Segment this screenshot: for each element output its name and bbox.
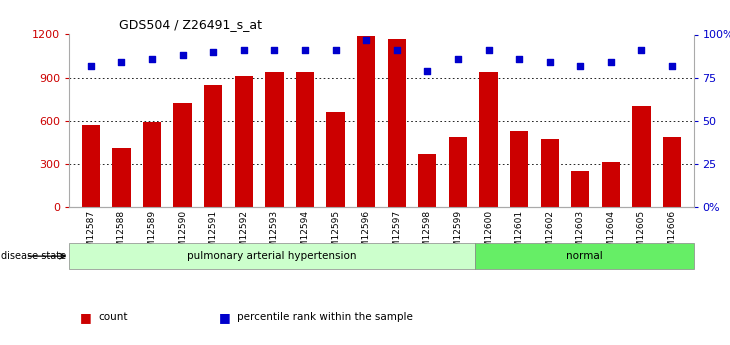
Point xyxy=(207,49,219,55)
Point xyxy=(666,63,678,68)
Point xyxy=(177,52,188,58)
Point xyxy=(452,56,464,61)
Bar xyxy=(571,171,590,207)
Point xyxy=(605,59,617,65)
Point xyxy=(361,37,372,42)
Text: percentile rank within the sample: percentile rank within the sample xyxy=(237,313,413,322)
Point xyxy=(299,47,311,53)
Point xyxy=(636,47,648,53)
Bar xyxy=(602,162,620,207)
Bar xyxy=(265,72,283,207)
Bar xyxy=(143,122,161,207)
Text: ■: ■ xyxy=(219,311,231,324)
Bar xyxy=(480,72,498,207)
Bar xyxy=(418,154,437,207)
Bar xyxy=(112,148,131,207)
Point xyxy=(146,56,158,61)
Bar xyxy=(663,137,681,207)
Text: ■: ■ xyxy=(80,311,92,324)
Bar xyxy=(632,106,650,207)
Bar xyxy=(388,39,406,207)
Point xyxy=(391,47,402,53)
Bar xyxy=(296,72,314,207)
Point xyxy=(513,56,525,61)
Text: count: count xyxy=(99,313,128,322)
Bar xyxy=(540,139,559,207)
Bar xyxy=(326,112,345,207)
Bar xyxy=(449,137,467,207)
Bar xyxy=(82,125,100,207)
Point xyxy=(115,59,127,65)
Point xyxy=(544,59,556,65)
Point xyxy=(269,47,280,53)
Point xyxy=(85,63,96,68)
Point xyxy=(421,68,433,73)
Text: GDS504 / Z26491_s_at: GDS504 / Z26491_s_at xyxy=(119,18,262,31)
Bar xyxy=(234,76,253,207)
Bar xyxy=(510,131,529,207)
Text: pulmonary arterial hypertension: pulmonary arterial hypertension xyxy=(188,251,357,261)
Bar xyxy=(357,36,375,207)
FancyBboxPatch shape xyxy=(69,243,475,269)
Point xyxy=(238,47,250,53)
FancyBboxPatch shape xyxy=(475,243,694,269)
Bar xyxy=(174,104,192,207)
Point xyxy=(330,47,342,53)
Point xyxy=(483,47,494,53)
Text: normal: normal xyxy=(566,251,603,261)
Bar xyxy=(204,85,223,207)
Text: disease state: disease state xyxy=(1,251,66,261)
Point xyxy=(575,63,586,68)
